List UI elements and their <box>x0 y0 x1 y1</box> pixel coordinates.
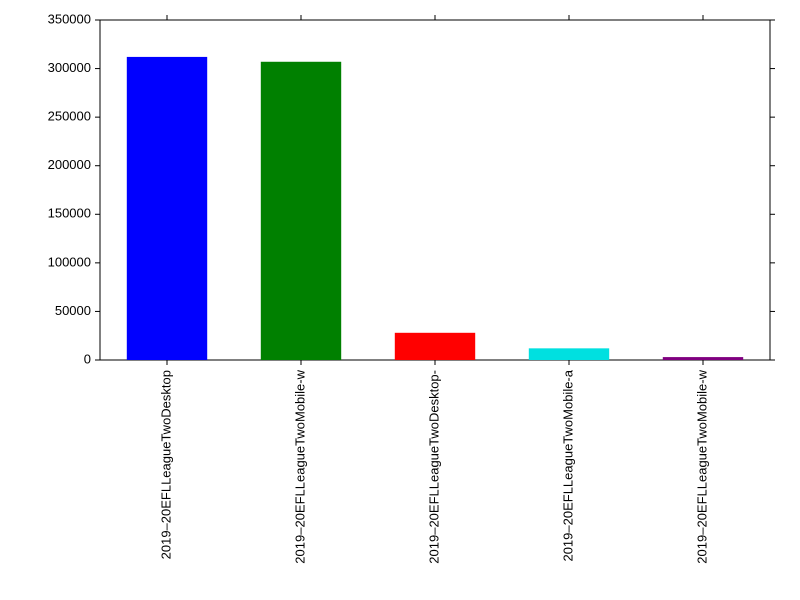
bar-chart: 0 50000 100000 150000 200000 250000 300000 3500… <box>0 0 800 600</box>
y-tick-label: 150000 <box>48 206 91 221</box>
y-tick-label: 300000 <box>48 60 91 75</box>
y-tick-label: 350000 <box>48 11 91 26</box>
x-tick-label: 2019–20EFLLeagueTwoDesktop <box>158 370 173 559</box>
bar <box>395 333 475 360</box>
y-tick-label: 50000 <box>55 303 91 318</box>
chart-svg: 0 50000 100000 150000 200000 250000 300000 3500… <box>0 0 800 600</box>
y-tick-label: 250000 <box>48 109 91 124</box>
y-tick-label: 100000 <box>48 254 91 269</box>
y-tick-label: 0 <box>84 351 91 366</box>
x-tick-label: 2019–20EFLLeagueTwoMobile-w <box>292 369 307 563</box>
x-tick-label: 2019–20EFLLeagueTwoDesktop- <box>426 370 441 564</box>
bar <box>261 62 341 360</box>
bar <box>127 57 207 360</box>
bar <box>529 348 609 360</box>
bar <box>663 357 743 360</box>
y-tick-label: 200000 <box>48 157 91 172</box>
x-tick-label: 2019–20EFLLeagueTwoMobile-w <box>694 369 709 563</box>
x-tick-label: 2019–20EFLLeagueTwoMobile-a <box>560 369 575 561</box>
